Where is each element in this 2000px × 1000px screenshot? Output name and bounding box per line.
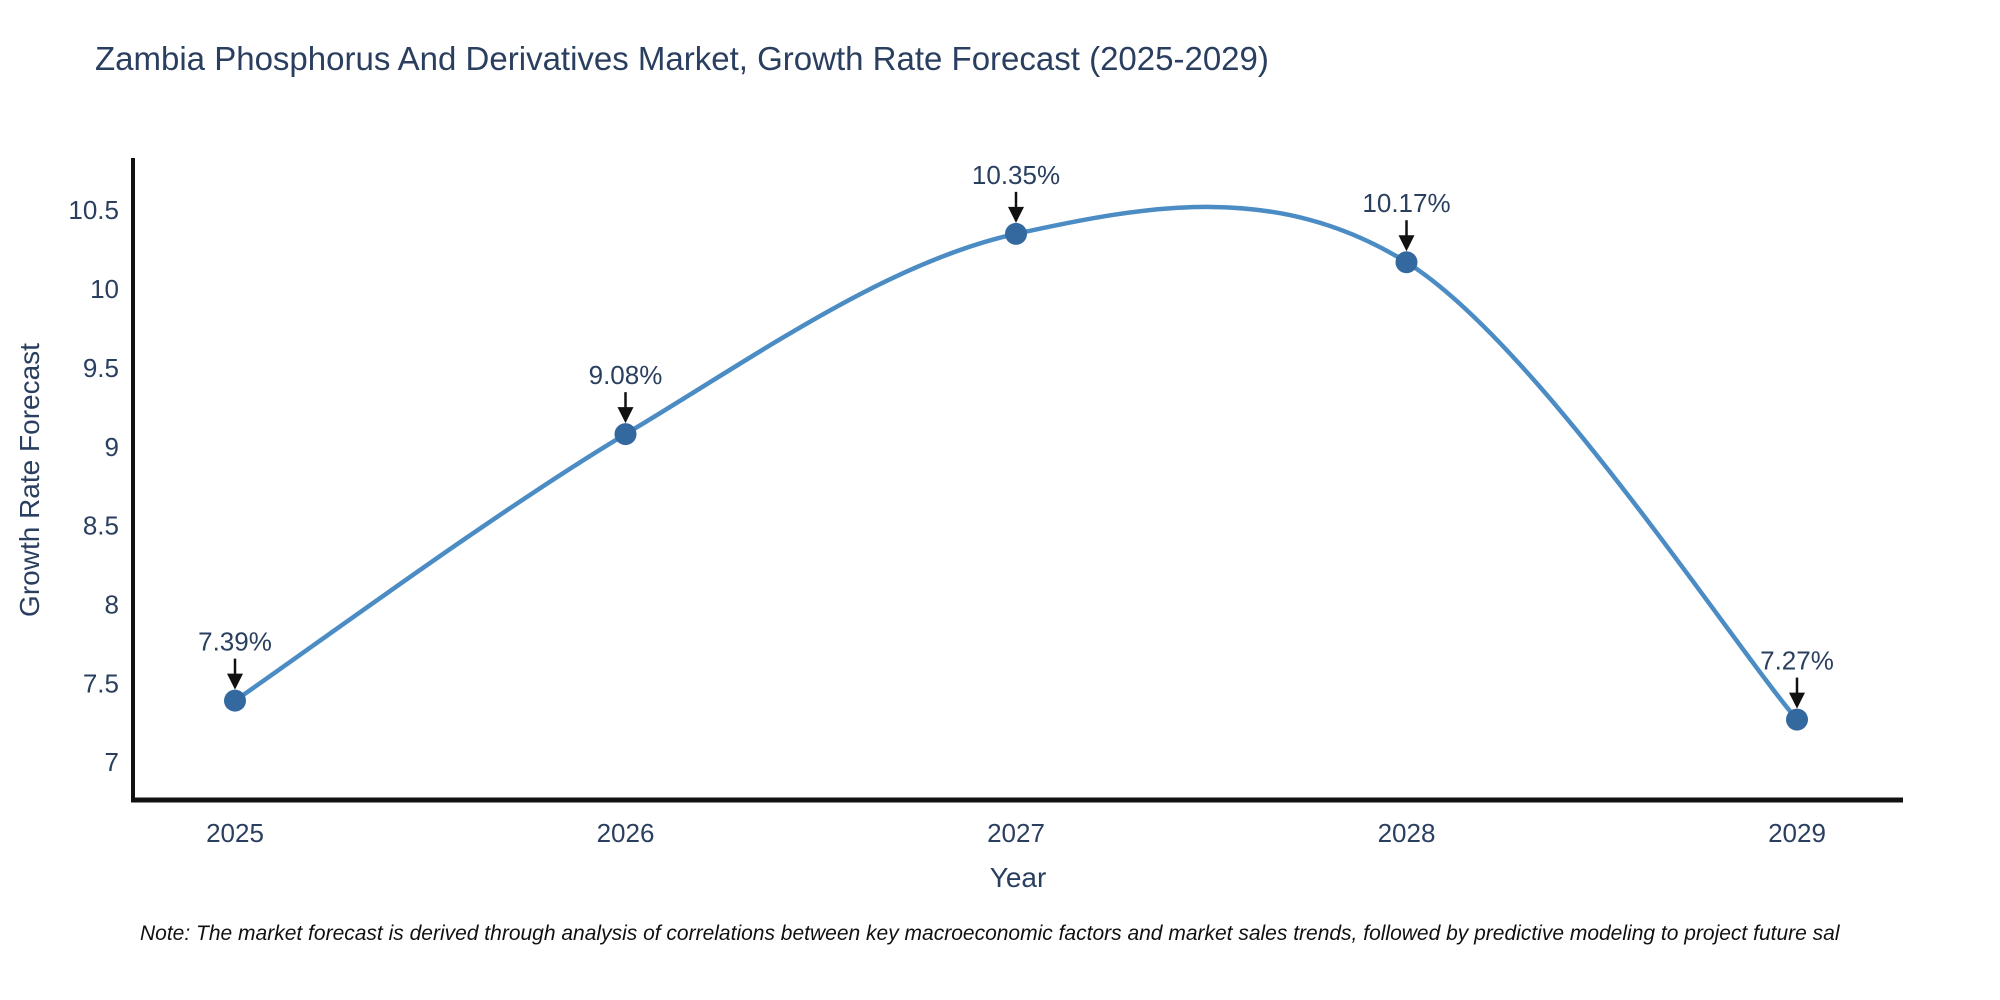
y-tick-label: 8 [105,589,119,619]
x-tick-label: 2027 [987,818,1045,848]
data-point-marker [1786,708,1808,731]
y-tick-label: 10 [90,274,119,304]
annotation-arrowhead [617,407,634,424]
footnote: Note: The market forecast is derived thr… [140,922,1840,945]
data-point-marker [1005,222,1027,245]
x-tick-label: 2026 [597,818,655,848]
trend-line [232,204,1800,722]
point-annotation-label: 7.27% [1760,646,1834,676]
y-tick-label: 10.5 [68,195,119,225]
y-tick-label: 7.5 [83,668,119,698]
x-tick-label: 2025 [206,818,264,848]
y-tick-label: 7 [105,747,119,777]
data-point-marker [224,689,246,712]
x-tick-label: 2028 [1378,818,1436,848]
annotation-arrowhead [1398,235,1415,252]
annotation-arrowhead [227,673,243,690]
y-tick-label: 8.5 [83,511,119,541]
point-annotation-label: 10.17% [1362,188,1450,218]
data-point-marker [1395,251,1418,274]
x-axis-title: Year [989,862,1047,893]
annotation-arrowhead [1008,206,1024,223]
point-annotation-label: 7.39% [198,627,272,657]
data-point-marker [614,423,637,446]
chart-title: Zambia Phosphorus And Derivatives Market… [95,40,1269,77]
point-annotation-label: 9.08% [589,360,663,390]
y-tick-label: 9 [105,432,119,462]
point-annotation-label: 10.35% [972,160,1060,190]
annotation-arrowhead [1789,692,1805,709]
y-tick-label: 9.5 [83,353,119,383]
x-tick-label: 2029 [1768,818,1826,848]
